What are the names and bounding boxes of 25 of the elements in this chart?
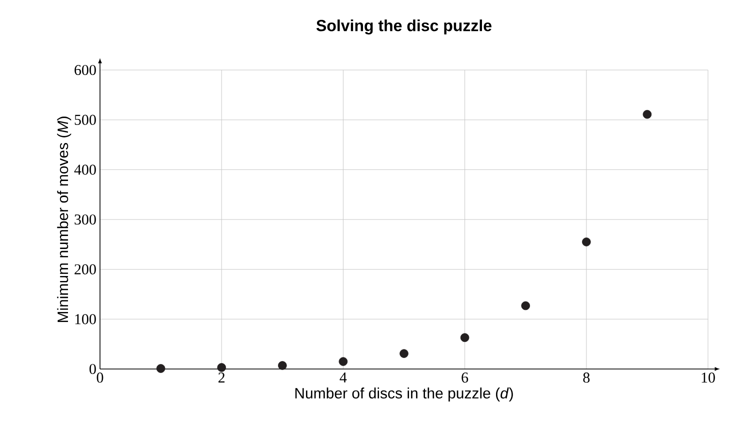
point: [278, 361, 287, 370]
y-tick-label: 500: [74, 114, 96, 125]
y-tick-label: 0: [90, 364, 96, 374]
chart-title: Solving the disc puzzle: [316, 19, 492, 34]
point: [521, 301, 530, 310]
point: [400, 349, 408, 358]
point: [582, 238, 591, 246]
x-axis-title: Number of discs in the puzzle (d): [295, 388, 513, 402]
y-tick-label: 400: [74, 164, 96, 175]
y-axis-title: Minimum number of moves (M): [57, 116, 72, 322]
point: [460, 333, 470, 342]
x-tick-label: 8: [583, 372, 590, 383]
y-tick-label: 600: [74, 64, 96, 76]
x-tick-label: 6: [462, 372, 468, 383]
point: [156, 364, 166, 373]
point: [642, 110, 652, 119]
x-tick-label: 0: [96, 372, 104, 383]
point: [217, 363, 226, 372]
x-tick-label: 10: [702, 372, 715, 383]
x-tick-label: 2: [218, 372, 225, 382]
y-tick-label: 200: [74, 264, 96, 274]
x-tick-label: 4: [340, 372, 347, 382]
point: [338, 357, 348, 366]
y-tick-label: 300: [74, 214, 96, 225]
y-tick-label: 100: [75, 314, 96, 324]
